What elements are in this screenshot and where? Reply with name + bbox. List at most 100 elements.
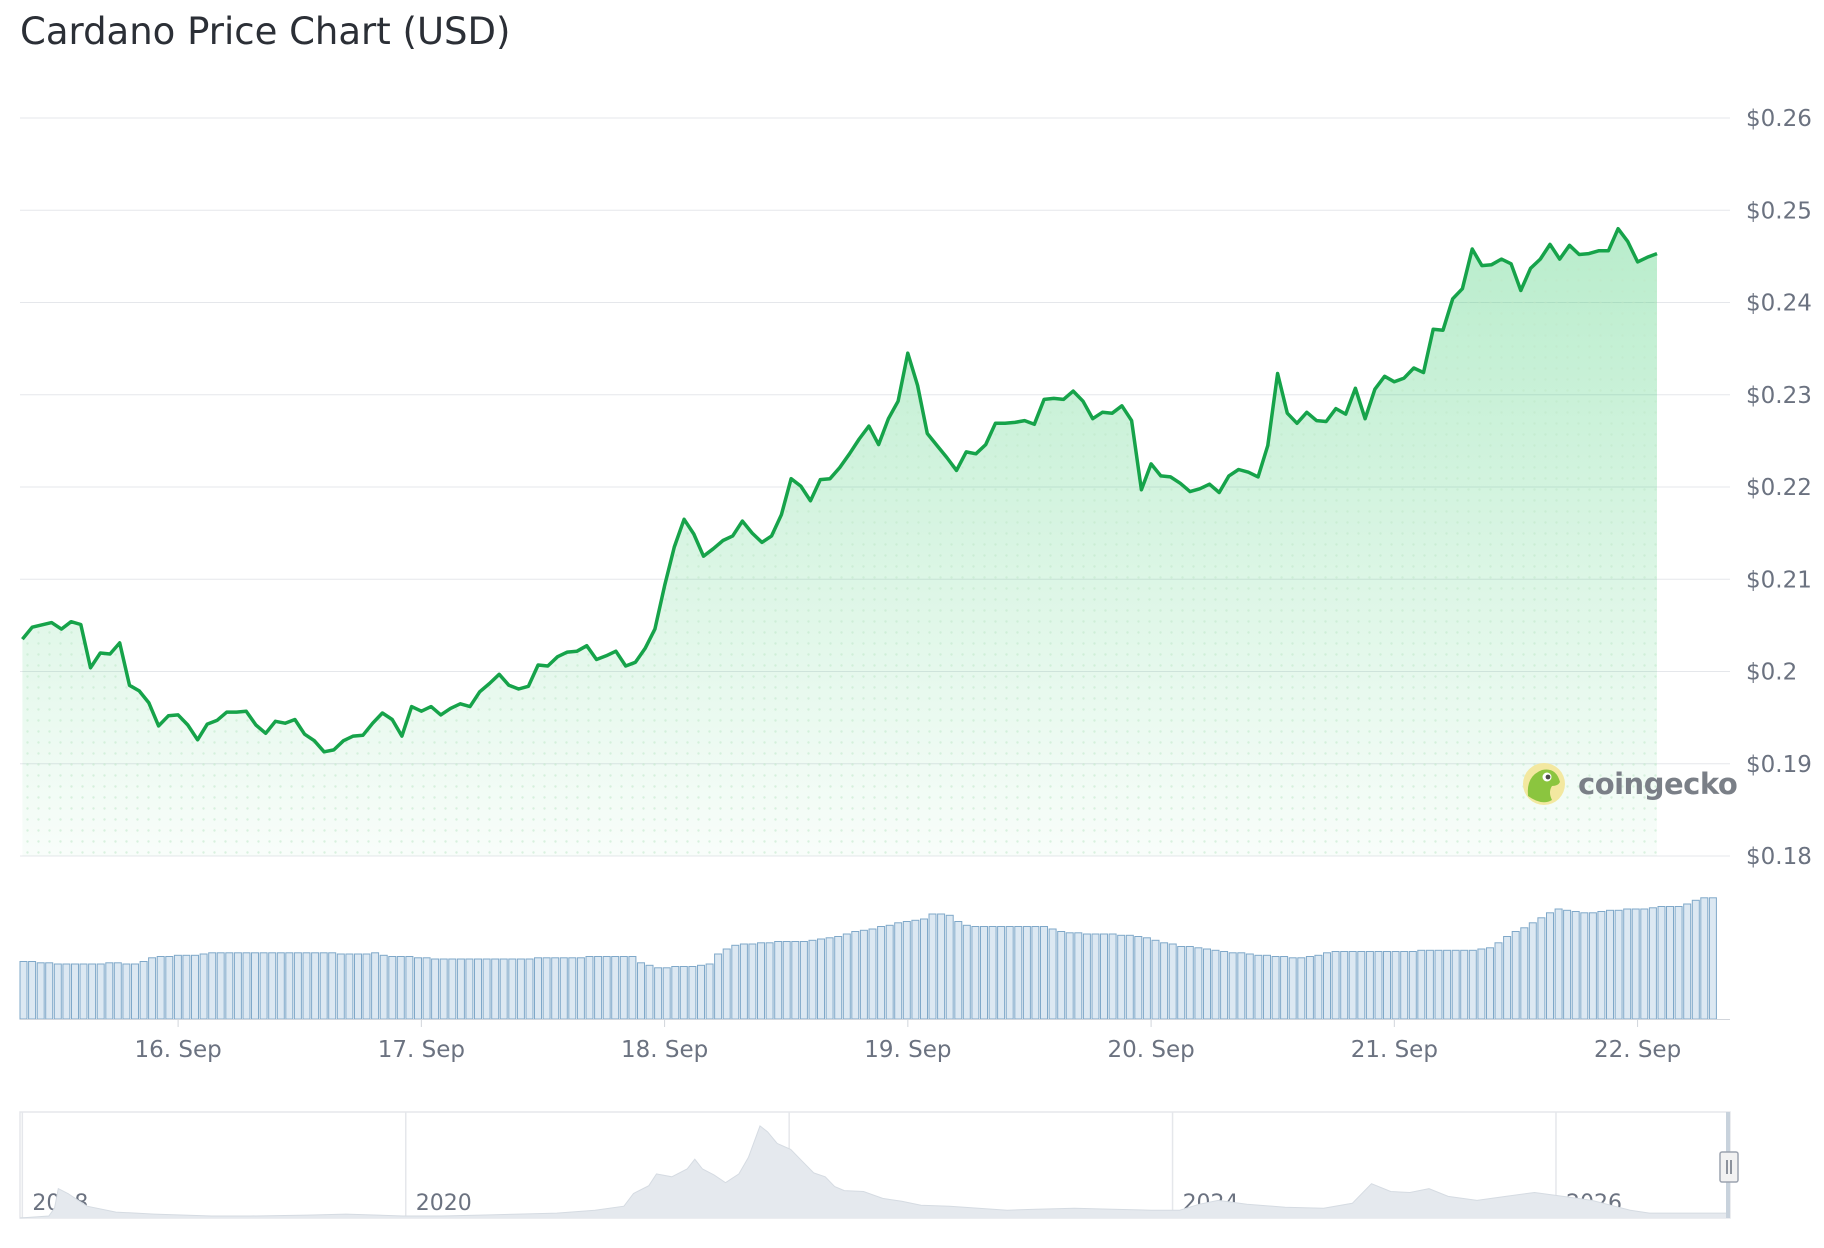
volume-bar <box>1623 908 1632 1020</box>
volume-bar <box>1520 927 1529 1020</box>
volume-bar <box>542 957 551 1020</box>
volume-bar <box>1237 952 1246 1020</box>
x-tick-label: 19. Sep <box>864 1037 951 1063</box>
y-axis-ticks: $0.26 $0.25 $0.24 $0.23 $0.22 $0.21 $0.2 $0.19 $… <box>1746 106 1812 870</box>
volume-bar <box>499 958 508 1020</box>
volume-bar <box>1203 948 1211 1020</box>
volume-bar <box>1288 957 1297 1020</box>
volume-bar <box>1468 949 1477 1020</box>
volume-bar <box>208 952 217 1020</box>
volume-bar <box>1631 908 1640 1020</box>
volume-bar <box>1082 933 1091 1020</box>
volume-bar <box>551 957 560 1020</box>
volume-bar <box>697 964 705 1020</box>
navigator-tick-label: 2020 <box>416 1191 472 1216</box>
volume-bar <box>1700 897 1709 1020</box>
volume-bar <box>28 961 37 1020</box>
volume-bar <box>1365 951 1374 1020</box>
volume-bar <box>1511 931 1520 1020</box>
volume-bar <box>731 944 740 1020</box>
price-line <box>21 226 1658 754</box>
volume-bar <box>637 962 645 1020</box>
volume-bar <box>851 931 860 1020</box>
volume-bar <box>1297 957 1306 1020</box>
volume-bar <box>765 942 774 1020</box>
navigator-line <box>19 1125 1731 1219</box>
volume-bar <box>954 921 963 1020</box>
volume-bar <box>105 962 114 1020</box>
range-navigator[interactable]: 20182020202220242026 <box>19 1111 1739 1219</box>
volume-bar <box>619 956 628 1020</box>
volume-bar <box>980 926 988 1020</box>
volume-bar <box>576 957 585 1020</box>
volume-bar <box>962 924 971 1020</box>
volume-bar <box>165 956 174 1020</box>
volume-bar <box>945 914 954 1020</box>
navigator-area <box>20 1125 1730 1218</box>
volume-bar <box>937 913 946 1020</box>
volume-bar <box>156 956 165 1020</box>
volume-bar <box>1340 951 1349 1020</box>
coingecko-logo: coingecko <box>1522 762 1738 806</box>
volume-bar <box>757 942 765 1020</box>
volume-bar <box>859 929 868 1020</box>
volume-bar <box>654 967 663 1020</box>
volume-bar <box>825 937 834 1020</box>
volume-bar <box>1065 932 1074 1020</box>
volume-bar <box>1648 907 1657 1020</box>
volume-bar <box>1323 952 1331 1020</box>
volume-bar <box>328 952 337 1020</box>
volume-bar <box>1597 911 1606 1020</box>
volume-bar <box>302 952 311 1020</box>
volume-bar <box>1425 949 1434 1020</box>
volume-bar <box>293 952 302 1020</box>
navigator-handle[interactable] <box>1719 1151 1739 1183</box>
volume-bar <box>1477 948 1486 1020</box>
volume-bar <box>1614 909 1623 1020</box>
volume-bar <box>1383 951 1391 1020</box>
volume-bar <box>259 952 268 1020</box>
volume-bar <box>362 953 371 1020</box>
volume-bar <box>920 918 928 1020</box>
volume-bar <box>1537 917 1546 1020</box>
volume-bar <box>594 956 603 1020</box>
volume-bar <box>1417 949 1426 1020</box>
volume-bar <box>173 954 182 1020</box>
volume-bar <box>131 963 139 1020</box>
volume-bar <box>714 953 723 1020</box>
volume-bar <box>1683 903 1692 1020</box>
volume-bar <box>474 958 482 1020</box>
volume-bar <box>1194 947 1203 1020</box>
volume-bar <box>456 958 465 1020</box>
volume-bar <box>1245 953 1254 1020</box>
x-tick-label: 17. Sep <box>378 1037 465 1063</box>
volume-bar <box>971 926 980 1020</box>
volume-bar <box>885 924 894 1020</box>
volume-bar <box>585 956 594 1020</box>
volume-bar <box>233 952 242 1020</box>
logo-text: coingecko <box>1578 767 1738 801</box>
volume-bar <box>1151 939 1160 1020</box>
volume-bar <box>1554 908 1563 1020</box>
volume-bar <box>405 956 414 1020</box>
volume-bar <box>1220 951 1229 1020</box>
volume-bar <box>1040 926 1048 1020</box>
x-tick-label: 20. Sep <box>1107 1037 1194 1063</box>
volume-bar <box>122 963 131 1020</box>
volume-bar <box>251 952 259 1020</box>
volume-bar <box>1271 956 1280 1020</box>
volume-bar <box>1443 949 1452 1020</box>
x-tick-label: 18. Sep <box>621 1037 708 1063</box>
volume-bar <box>482 958 491 1020</box>
volume-bar <box>491 958 500 1020</box>
volume-bar <box>1305 956 1314 1020</box>
volume-bar <box>782 941 791 1020</box>
volume-bar <box>1100 933 1108 1020</box>
volume-bar <box>379 954 388 1020</box>
volume-bar <box>1546 912 1554 1020</box>
volume-bar <box>285 952 294 1020</box>
volume-bar <box>679 966 688 1020</box>
y-tick-label: $0.2 <box>1746 660 1797 686</box>
volume-bar <box>1134 936 1143 1020</box>
volume-bar <box>508 958 517 1020</box>
